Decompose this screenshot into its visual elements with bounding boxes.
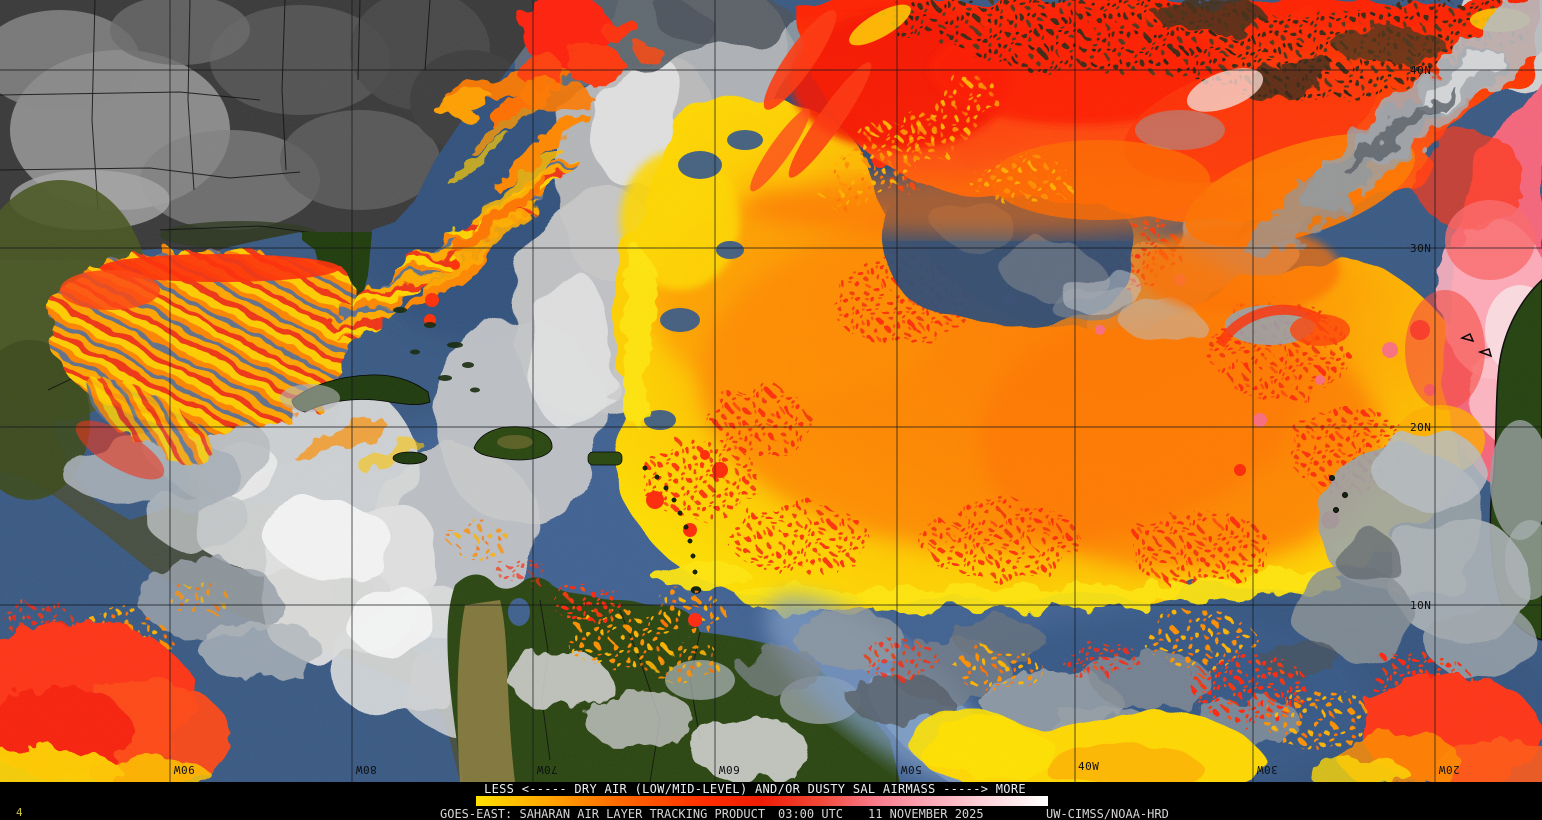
lon-label-50w: 50W (900, 763, 921, 776)
lon-label-40w: 40W (1078, 760, 1099, 773)
graticule (0, 0, 1542, 782)
graticule-labels: 40N 30N 20N 10N 90W 80W 70W 60W 50W 40W … (173, 64, 1459, 776)
lon-label-60w: 60W (718, 763, 739, 776)
lon-label-70w: 70W (536, 763, 557, 776)
dry-air-colorbar (476, 796, 1048, 806)
lat-label-20n: 20N (1410, 421, 1431, 434)
lat-label-10n: 10N (1410, 599, 1431, 612)
frame-number: 4 (16, 806, 23, 819)
lat-label-30n: 30N (1410, 242, 1431, 255)
lon-label-80w: 80W (355, 763, 376, 776)
valid-time: 03:00 UTC (778, 807, 844, 820)
image-grain-overlay (0, 0, 1542, 782)
colorbar-caption: LESS <----- DRY AIR (LOW/MID-LEVEL) AND/… (484, 782, 1026, 796)
lon-label-30w: 30W (1256, 763, 1277, 776)
legend-band: 4 LESS <----- DRY AIR (LOW/MID-LEVEL) AN… (0, 782, 1542, 820)
product-title: GOES-EAST: SAHARAN AIR LAYER TRACKING PR… (440, 807, 766, 820)
lon-label-90w: 90W (173, 763, 194, 776)
lat-label-40n: 40N (1410, 64, 1431, 77)
valid-date: 11 NOVEMBER 2025 (868, 807, 984, 820)
lon-label-20w: 20W (1438, 763, 1459, 776)
data-credit: UW-CIMSS/NOAA-HRD (1046, 807, 1169, 820)
